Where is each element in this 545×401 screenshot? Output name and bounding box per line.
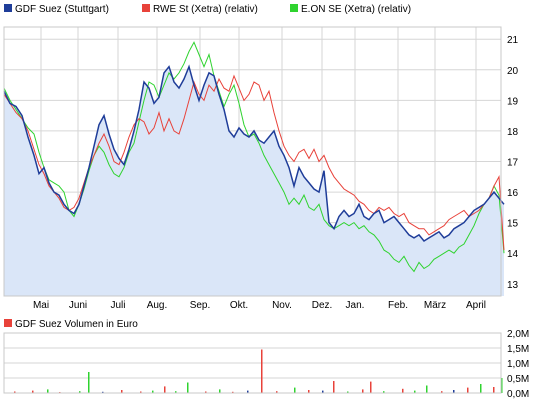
volume-bar — [219, 389, 221, 393]
volume-bar — [47, 389, 49, 393]
volume-bar — [370, 381, 372, 393]
y-tick-label: 21 — [507, 35, 519, 46]
legend-label-volume: GDF Suez Volumen in Euro — [15, 319, 138, 330]
volume-bar — [14, 391, 16, 393]
legend-swatch-eon — [290, 4, 298, 12]
x-tick-label: Aug. — [147, 300, 168, 311]
volume-bar — [79, 391, 81, 393]
main-plot-frame — [3, 26, 502, 297]
volume-bar — [152, 390, 154, 393]
volume-bar — [480, 384, 482, 393]
volume-bar — [102, 391, 104, 393]
y-tick-label: 14 — [507, 249, 519, 260]
volume-y-ticks: 0,0M 0,5M 1,0M 1,5M 2,0M — [507, 329, 529, 400]
x-tick-label: Dez. — [312, 300, 333, 311]
x-tick-label: Nov. — [272, 300, 292, 311]
volume-grid — [4, 332, 501, 394]
volume-bar — [261, 349, 263, 393]
volume-bar — [140, 391, 142, 393]
y-tick-label: 18 — [507, 127, 519, 138]
legend-label-gdf: GDF Suez (Stuttgart) — [15, 4, 109, 15]
legend-swatch-volume — [4, 319, 12, 327]
x-tick-label: Okt. — [230, 300, 248, 311]
volume-bar — [362, 389, 364, 393]
volume-bar — [187, 382, 189, 393]
legend-volume: GDF Suez Volumen in Euro — [4, 319, 138, 330]
y-tick-label: 15 — [507, 219, 519, 230]
volume-bar — [501, 378, 503, 393]
y-tick-label: 17 — [507, 158, 519, 169]
volume-y-tick-label: 0,5M — [507, 374, 529, 385]
volume-y-tick-label: 2,0M — [507, 329, 529, 340]
volume-bar — [333, 381, 335, 393]
volume-bar — [32, 390, 34, 393]
legend-main: GDF Suez (Stuttgart) RWE St (Xetra) (rel… — [4, 4, 411, 15]
x-tick-label: Feb. — [388, 300, 408, 311]
volume-plot-frame — [3, 332, 502, 394]
volume-bar — [493, 387, 495, 393]
volume-bar — [88, 372, 90, 393]
volume-bar — [232, 391, 234, 393]
y-tick-label: 19 — [507, 96, 519, 107]
volume-bar — [426, 385, 428, 393]
volume-bar — [276, 391, 278, 393]
x-tick-label: Mai — [33, 300, 49, 311]
y-tick-label: 16 — [507, 188, 519, 199]
volume-bar — [308, 390, 310, 393]
main-y-ticks: 13 14 15 16 17 18 19 20 21 — [507, 35, 519, 291]
volume-y-tick-label: 0,0M — [507, 389, 529, 400]
volume-bar — [441, 391, 443, 393]
x-tick-label: Jan. — [346, 300, 365, 311]
series-line-eon — [3, 41, 505, 273]
x-tick-label: April — [466, 300, 486, 311]
y-tick-label: 13 — [507, 280, 519, 291]
volume-bars — [14, 349, 503, 393]
volume-y-tick-label: 1,0M — [507, 359, 529, 370]
volume-y-tick-label: 1,5M — [507, 344, 529, 355]
x-tick-label: März — [424, 300, 446, 311]
x-tick-label: Juni — [69, 300, 87, 311]
area-fill-gdf — [4, 66, 504, 296]
volume-bar — [322, 390, 324, 393]
volume-bar — [402, 388, 404, 393]
volume-bar — [164, 386, 166, 393]
x-tick-label: Juli — [110, 300, 125, 311]
x-tick-label: Sep. — [190, 300, 211, 311]
volume-bar — [453, 390, 455, 393]
volume-bar — [121, 390, 123, 393]
volume-bar — [383, 391, 385, 393]
volume-bar — [294, 387, 296, 393]
legend-swatch-rwe — [142, 4, 150, 12]
legend-swatch-gdf — [4, 4, 12, 12]
series-line-gdf — [3, 64, 505, 242]
series-line-rwe — [3, 74, 505, 251]
volume-bar — [205, 391, 207, 393]
main-x-ticks: Mai Juni Juli Aug. Sep. Okt. Nov. Dez. Jan. Feb. M… — [33, 300, 486, 311]
y-tick-label: 20 — [507, 66, 519, 77]
volume-bar — [175, 391, 177, 393]
volume-bar — [467, 387, 469, 393]
legend-label-rwe: RWE St (Xetra) (relativ) — [153, 4, 258, 15]
volume-bar — [414, 390, 416, 393]
legend-label-eon: E.ON SE (Xetra) (relativ) — [301, 4, 411, 15]
volume-bar — [347, 391, 349, 393]
volume-bar — [247, 390, 249, 393]
